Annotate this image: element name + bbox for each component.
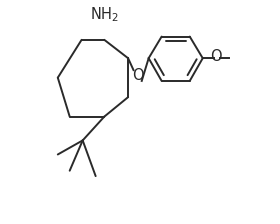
Text: O: O (211, 49, 222, 64)
Text: O: O (132, 68, 144, 83)
Text: NH$_2$: NH$_2$ (90, 5, 119, 24)
